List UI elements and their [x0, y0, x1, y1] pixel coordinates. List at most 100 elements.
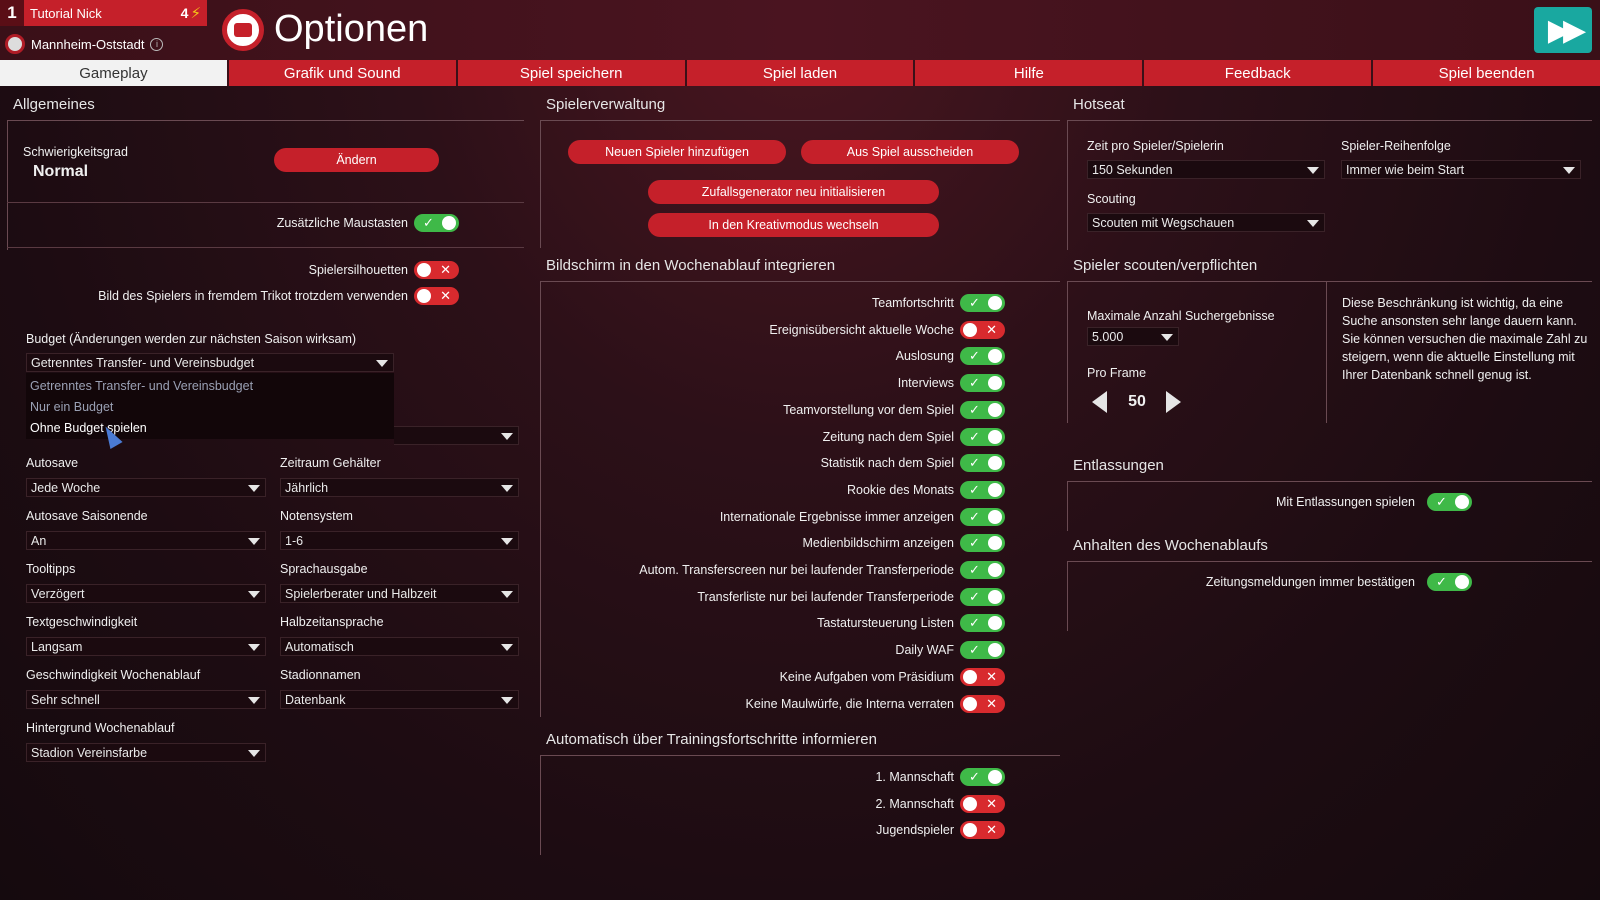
club-logo-icon: [222, 9, 264, 51]
section-title-spielerverwaltung: Spielerverwaltung: [546, 96, 666, 113]
toggle-label: Medienbildschirm anzeigen: [802, 536, 954, 551]
autosave-select[interactable]: Jede Woche: [26, 478, 266, 497]
toggle-switch[interactable]: ✓: [960, 768, 1005, 786]
check-icon: ✓: [969, 615, 980, 631]
tab-spiel-laden[interactable]: Spiel laden: [686, 60, 916, 86]
tab-hilfe[interactable]: Hilfe: [915, 60, 1145, 86]
toggle-switch[interactable]: ✓: [960, 561, 1005, 579]
toggle-switch[interactable]: ✓: [960, 614, 1005, 633]
toggle-switch[interactable]: ✓: [960, 347, 1005, 366]
toggle-switch[interactable]: ✓: [960, 480, 1005, 499]
toggle-label: 2. Mannschaft: [875, 796, 954, 811]
tab-spiel-beenden[interactable]: Spiel beenden: [1373, 60, 1600, 86]
chevron-down-icon: [501, 697, 513, 704]
tooltips-value: Verzögert: [31, 586, 85, 601]
toggle-label: Ereignisübersicht aktuelle Woche: [769, 322, 954, 337]
per-frame-label: Pro Frame: [1087, 366, 1147, 380]
toggle-switch[interactable]: ✓: [960, 294, 1005, 312]
toggle-switch[interactable]: ✓: [960, 374, 1005, 393]
check-icon: ✓: [969, 375, 980, 391]
chevron-down-icon: [376, 360, 388, 367]
toggle-switch[interactable]: ✓: [960, 641, 1005, 660]
chevron-down-icon: [248, 538, 260, 545]
check-icon: ✓: [1436, 574, 1447, 589]
cross-icon: ✕: [440, 262, 451, 277]
tab-spiel-speichern[interactable]: Spiel speichern: [457, 60, 687, 86]
tab-gameplay[interactable]: Gameplay: [0, 60, 229, 86]
budget-option[interactable]: Ohne Budget spielen: [30, 421, 147, 435]
section-title-training: Automatisch über Trainingsfortschritte i…: [546, 731, 877, 748]
toggle-switch[interactable]: ✕: [960, 821, 1005, 840]
grading-system-select[interactable]: 1-6: [280, 531, 519, 550]
chevron-down-icon: [248, 750, 260, 757]
budget-select[interactable]: Getrenntes Transfer- und Vereinsbudget: [26, 353, 394, 372]
check-icon: ✓: [969, 348, 980, 364]
week-speed-select[interactable]: Sehr schnell: [26, 690, 266, 709]
autosave-season-value: An: [31, 533, 47, 548]
chevron-down-icon: [501, 485, 513, 492]
player-row[interactable]: 1 Tutorial Nick 4 ⚡: [0, 0, 207, 26]
toggle-label: Keine Maulwürfe, die Interna verraten: [745, 696, 954, 711]
max-results-select[interactable]: 5.000: [1087, 327, 1179, 346]
toggle-switch[interactable]: ✕: [960, 694, 1005, 713]
halftime-speech-select[interactable]: Automatisch: [280, 637, 519, 656]
panel-anhalten: [1067, 561, 1592, 631]
toggle-switch[interactable]: ✕: [960, 794, 1005, 813]
player-order-select[interactable]: Immer wie beim Start: [1341, 160, 1581, 179]
time-per-player-select[interactable]: 150 Sekunden: [1087, 160, 1325, 179]
toggle-switch[interactable]: ✓: [960, 534, 1005, 553]
silhouettes-toggle[interactable]: ✕: [414, 261, 459, 279]
cross-icon: ✕: [986, 668, 997, 684]
difficulty-label: Schwierigkeitsgrad: [23, 145, 128, 159]
week-background-select[interactable]: Stadion Vereinsfarbe: [26, 743, 266, 762]
increase-arrow-icon[interactable]: [1166, 391, 1181, 413]
scouting-select[interactable]: Scouten mit Wegschauen: [1087, 213, 1325, 232]
toggle-switch[interactable]: ✕: [960, 320, 1005, 339]
creative-mode-button[interactable]: In den Kreativmodus wechseln: [648, 213, 939, 237]
divider: [7, 202, 524, 203]
hidden-select[interactable]: [394, 426, 519, 445]
budget-dropdown-list: Getrenntes Transfer- und Vereinsbudget N…: [26, 373, 394, 439]
dismissals-toggle[interactable]: ✓: [1427, 493, 1472, 511]
autosave-season-select[interactable]: An: [26, 531, 266, 550]
tooltips-select[interactable]: Verzögert: [26, 584, 266, 603]
toggle-switch[interactable]: ✓: [960, 427, 1005, 446]
toggle-label: Tastatursteuerung Listen: [817, 616, 954, 631]
continue-button[interactable]: ▶▶: [1534, 7, 1592, 53]
toggle-switch[interactable]: ✓: [960, 587, 1005, 606]
voice-output-select[interactable]: Spielerberater und Halbzeit: [280, 584, 519, 603]
decrease-arrow-icon[interactable]: [1092, 391, 1107, 413]
text-speed-select[interactable]: Langsam: [26, 637, 266, 656]
toggle-label: Daily WAF: [895, 643, 954, 658]
toggle-switch[interactable]: ✓: [960, 454, 1005, 473]
bolt-icon: ⚡: [190, 5, 201, 22]
change-difficulty-button[interactable]: Ändern: [274, 148, 439, 172]
tab-grafik-und-sound[interactable]: Grafik und Sound: [228, 60, 458, 86]
toggle-switch[interactable]: ✕: [960, 667, 1005, 686]
leave-game-button[interactable]: Aus Spiel ausscheiden: [801, 140, 1019, 164]
foreign-jersey-toggle[interactable]: ✕: [414, 287, 459, 305]
tab-feedback[interactable]: Feedback: [1144, 60, 1374, 86]
extra-mouse-toggle[interactable]: ✓: [414, 214, 459, 232]
autosave-season-label: Autosave Saisonende: [26, 509, 148, 523]
halftime-speech-value: Automatisch: [285, 639, 354, 654]
add-player-button[interactable]: Neuen Spieler hinzufügen: [568, 140, 786, 164]
check-icon: ✓: [969, 508, 980, 524]
confirm-news-toggle[interactable]: ✓: [1427, 573, 1472, 591]
max-results-label: Maximale Anzahl Suchergebnisse: [1087, 309, 1275, 323]
chevron-down-icon: [501, 591, 513, 598]
info-icon[interactable]: i: [150, 37, 164, 51]
budget-option[interactable]: Getrenntes Transfer- und Vereinsbudget: [30, 379, 254, 393]
salary-period-select[interactable]: Jährlich: [280, 478, 519, 497]
budget-option[interactable]: Nur ein Budget: [30, 400, 114, 414]
toggle-switch[interactable]: ✓: [960, 507, 1005, 526]
check-icon: ✓: [969, 535, 980, 551]
toggle-label: Teamfortschritt: [872, 296, 954, 310]
reset-random-button[interactable]: Zufallsgenerator neu initialisieren: [648, 180, 939, 204]
toggle-switch[interactable]: ✓: [960, 400, 1005, 419]
text-speed-label: Textgeschwindigkeit: [26, 615, 138, 629]
section-title-entlassungen: Entlassungen: [1073, 457, 1164, 474]
stadium-names-select[interactable]: Datenbank: [280, 690, 519, 709]
tab-bar: Gameplay Grafik und Sound Spiel speicher…: [0, 60, 1600, 86]
chevron-down-icon: [248, 591, 260, 598]
